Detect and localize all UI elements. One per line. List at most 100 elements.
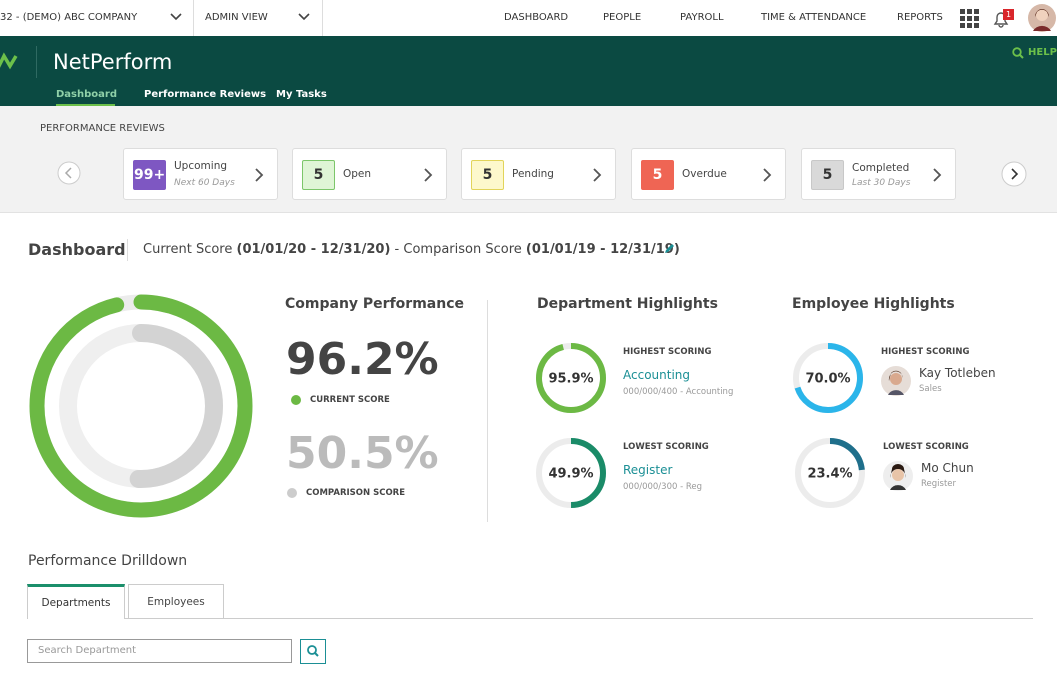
chevron [170,13,182,21]
detail: Register [921,479,956,489]
apps-icon[interactable] [960,9,980,29]
tab-rule [27,618,1033,619]
nav-link[interactable]: PEOPLE [603,12,642,23]
caption: CURRENT SCORE [310,395,390,405]
caption: COMPARISON SCORE [306,488,406,498]
company-donut [29,294,253,518]
card-label: Overdue [682,168,727,180]
current-score: 96.2% [286,334,439,385]
card-sub: Last 30 Days [852,178,911,188]
tab[interactable]: Performance Reviews [144,89,267,100]
nav-link[interactable]: PAYROLL [680,12,724,23]
search-button[interactable] [300,639,326,664]
edit-icon[interactable] [663,243,675,255]
logo [0,52,18,70]
employee-name[interactable]: Kay Totleben [919,366,996,380]
nav-link[interactable]: REPORTS [897,12,943,23]
chevron [255,168,264,182]
department-link[interactable]: Accounting [623,368,691,382]
count: 5 [471,160,504,190]
section-title: Company Performance [285,296,464,312]
card-label: Upcoming [174,160,228,172]
employee-photo [883,461,913,491]
caption: HIGHEST SCORING [623,347,712,357]
divider [127,239,128,261]
search-input[interactable]: Search Department [27,639,292,663]
notification-badge: 1 [1003,9,1014,20]
chevron [424,168,433,182]
detail: 000/000/300 - Reg [623,482,703,492]
score-ring: 70.0% [793,343,863,413]
page-title: Dashboard [28,240,126,259]
detail: Sales [919,384,942,394]
company-select[interactable]: 32 - (DEMO) ABC COMPANY [0,12,138,23]
date-range: (01/01/20 - 12/31/20) [236,242,391,257]
help-icon [1012,47,1024,59]
employee-name[interactable]: Mo Chun [921,461,974,475]
review-card[interactable]: 5 Overdue [631,148,786,200]
score-label: 23.4% [807,467,852,482]
review-card[interactable]: 5 Pending [461,148,616,200]
separator: - [394,242,400,257]
label: Current Score [143,242,233,257]
score-ring: 95.9% [536,343,606,413]
tab[interactable]: Employees [128,584,224,618]
tab[interactable]: My Tasks [276,89,327,100]
count: 5 [641,160,674,190]
caption: HIGHEST SCORING [881,347,970,357]
current-ring [29,294,253,518]
reviews-band: PERFORMANCE REVIEWS 99+ Upcoming Next 60… [0,106,1057,213]
comparison-ring [59,324,223,488]
app-header: NetPerform HELP Dashboard Performance Re… [0,36,1057,106]
chevron [933,168,942,182]
help-link[interactable]: HELP [1028,47,1057,58]
department-link[interactable]: Register [623,463,673,477]
view-select[interactable]: ADMIN VIEW [205,12,268,23]
brand: NetPerform [53,50,173,74]
legend-dot [287,488,297,498]
card-label: Open [343,168,372,180]
caption: LOWEST SCORING [623,442,709,452]
legend-dot [291,395,301,405]
count: 5 [302,160,335,190]
review-card[interactable]: 99+ Upcoming Next 60 Days [123,148,278,200]
prev-button[interactable] [56,160,82,186]
divider [487,300,488,522]
score-label: 70.0% [805,372,850,387]
label: Comparison Score [403,242,522,257]
count: 5 [811,160,844,190]
nav-link[interactable]: DASHBOARD [504,12,569,23]
tab-underline [56,104,115,106]
tab-active[interactable]: Departments [27,584,125,619]
date-range: (01/01/19 - 12/31/19) [525,242,680,257]
score-arc [536,343,606,413]
section-title: Department Highlights [537,296,718,312]
chevron [763,168,772,182]
review-card[interactable]: 5 Open [292,148,447,200]
card-label: Pending [512,168,554,180]
card-label: Completed [852,162,910,174]
employee-photo [881,366,911,396]
divider [193,0,194,36]
count: 99+ [133,160,166,190]
section-title: PERFORMANCE REVIEWS [40,123,165,134]
review-card[interactable]: 5 Completed Last 30 Days [801,148,956,200]
detail: 000/000/400 - Accounting [623,387,734,397]
score-arc [793,343,863,413]
comparison-score: 50.5% [286,428,439,479]
section-title: Employee Highlights [792,296,955,312]
nav-link[interactable]: TIME & ATTENDANCE [761,12,867,23]
score-ring: 49.9% [536,438,606,508]
tab-active[interactable]: Dashboard [56,89,117,100]
user-avatar[interactable] [1027,3,1057,33]
score-arc [536,438,606,508]
score-ring: 23.4% [795,438,865,508]
card-sub: Next 60 Days [174,178,235,188]
chevron [593,168,602,182]
divider [322,0,323,36]
next-button[interactable] [1000,160,1028,188]
score-label: 49.9% [548,467,593,482]
section-title: Performance Drilldown [28,553,188,569]
score-label: 95.9% [548,372,593,387]
